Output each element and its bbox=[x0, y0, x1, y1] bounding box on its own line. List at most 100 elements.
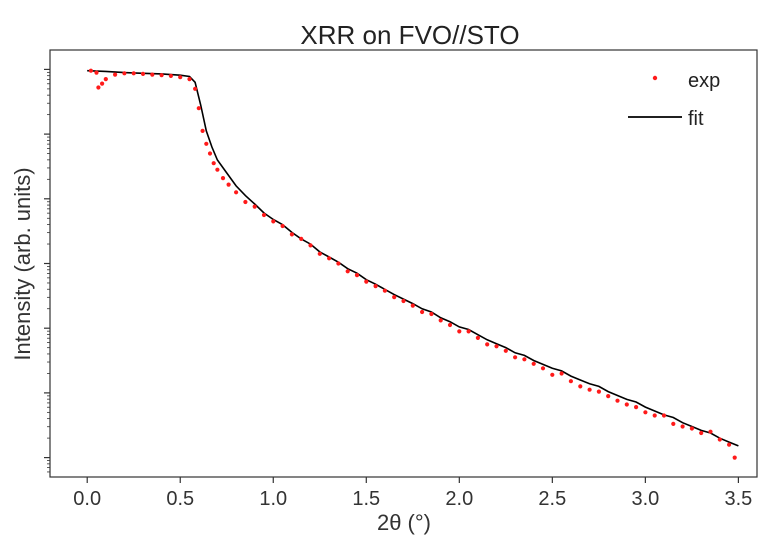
exp-point bbox=[150, 72, 155, 77]
exp-point bbox=[103, 77, 108, 82]
x-axis: 0.0 0.5 1.0 1.5 2.0 2.5 3.0 3.5 bbox=[73, 477, 752, 510]
exp-point bbox=[457, 329, 462, 334]
legend: exp fit bbox=[628, 70, 720, 130]
exp-point bbox=[280, 223, 285, 229]
exp-point bbox=[485, 342, 490, 347]
exp-point bbox=[243, 199, 248, 205]
exp-point bbox=[680, 424, 685, 429]
legend-fit-label: fit bbox=[688, 108, 704, 130]
exp-point bbox=[475, 335, 480, 340]
x-tick-label: 0.5 bbox=[166, 488, 194, 510]
exp-point bbox=[624, 402, 629, 407]
exp-point bbox=[234, 190, 239, 195]
exp-point bbox=[88, 68, 93, 73]
x-tick-label: 0.0 bbox=[73, 488, 101, 510]
exp-point bbox=[717, 437, 722, 442]
exp-point bbox=[178, 75, 183, 80]
exp-point bbox=[550, 372, 555, 377]
exp-series bbox=[88, 68, 737, 460]
y-axis bbox=[44, 68, 50, 473]
exp-point bbox=[559, 371, 564, 376]
exp-point bbox=[354, 273, 360, 278]
fit-line bbox=[87, 69, 739, 447]
exp-point bbox=[211, 161, 216, 166]
plot-frame bbox=[49, 49, 758, 478]
exp-point bbox=[531, 361, 536, 366]
exp-point bbox=[159, 73, 164, 78]
exp-point bbox=[606, 394, 611, 399]
exp-point bbox=[289, 232, 294, 237]
exp-point bbox=[252, 204, 257, 209]
exp-point bbox=[568, 379, 574, 384]
exp-point bbox=[382, 288, 387, 293]
exp-point bbox=[193, 86, 198, 91]
exp-point bbox=[578, 384, 583, 389]
exp-point bbox=[596, 389, 602, 394]
exp-point bbox=[643, 410, 648, 415]
exp-point bbox=[466, 329, 471, 334]
exp-point bbox=[652, 413, 657, 418]
exp-point bbox=[401, 298, 406, 304]
exp-point bbox=[587, 387, 592, 392]
exp-point bbox=[410, 303, 415, 308]
x-tick-label: 3.5 bbox=[724, 488, 752, 510]
exp-point bbox=[308, 243, 313, 248]
exp-point bbox=[494, 344, 499, 349]
exp-point bbox=[226, 182, 231, 187]
exp-point bbox=[140, 71, 146, 76]
exp-point bbox=[364, 279, 369, 284]
legend-exp-label: exp bbox=[688, 70, 720, 92]
chart-title: XRR on FVO//STO bbox=[300, 20, 519, 50]
fit-series bbox=[87, 69, 739, 447]
x-tick-label: 3.0 bbox=[631, 488, 659, 510]
exp-point bbox=[299, 236, 304, 241]
exp-point bbox=[345, 269, 350, 274]
exp-point bbox=[131, 71, 136, 76]
exp-point bbox=[261, 212, 267, 218]
legend-exp-marker bbox=[652, 75, 658, 81]
exp-point bbox=[113, 72, 118, 77]
x-axis-label: 2θ (°) bbox=[377, 510, 431, 535]
exp-point bbox=[200, 128, 205, 133]
exp-point bbox=[327, 256, 332, 261]
exp-point bbox=[708, 429, 713, 434]
exp-point bbox=[220, 176, 226, 181]
exp-point bbox=[336, 261, 341, 266]
exp-point bbox=[207, 151, 213, 156]
exp-point bbox=[522, 357, 527, 362]
exp-point bbox=[215, 167, 220, 172]
exp-point bbox=[168, 73, 173, 78]
exp-point bbox=[671, 421, 676, 426]
x-tick-label: 1.0 bbox=[259, 488, 287, 510]
exp-point bbox=[699, 430, 704, 436]
exp-point bbox=[204, 141, 209, 146]
exp-point bbox=[420, 309, 425, 315]
exp-point bbox=[503, 348, 508, 353]
exp-point bbox=[429, 311, 434, 317]
exp-point bbox=[727, 442, 732, 447]
y-axis-label: Intensity (arb. units) bbox=[10, 167, 35, 360]
exp-point bbox=[732, 455, 737, 460]
x-tick-label: 2.0 bbox=[445, 488, 473, 510]
exp-point bbox=[100, 81, 105, 86]
exp-point bbox=[540, 366, 546, 371]
exp-point bbox=[513, 355, 518, 360]
exp-point bbox=[615, 398, 620, 403]
exp-point bbox=[317, 251, 322, 256]
x-tick-label: 2.5 bbox=[538, 488, 566, 510]
exp-point bbox=[187, 77, 192, 82]
exp-point bbox=[661, 413, 667, 418]
exp-point bbox=[94, 70, 99, 75]
exp-point bbox=[373, 284, 378, 289]
exp-point bbox=[392, 295, 397, 300]
exp-point bbox=[196, 106, 201, 111]
exp-point bbox=[634, 405, 639, 410]
exp-point bbox=[96, 85, 101, 90]
exp-point bbox=[438, 318, 443, 323]
exp-point bbox=[122, 71, 127, 76]
exp-point bbox=[447, 322, 453, 328]
x-tick-label: 1.5 bbox=[352, 488, 380, 510]
exp-point bbox=[271, 219, 276, 224]
exp-point bbox=[689, 426, 695, 431]
